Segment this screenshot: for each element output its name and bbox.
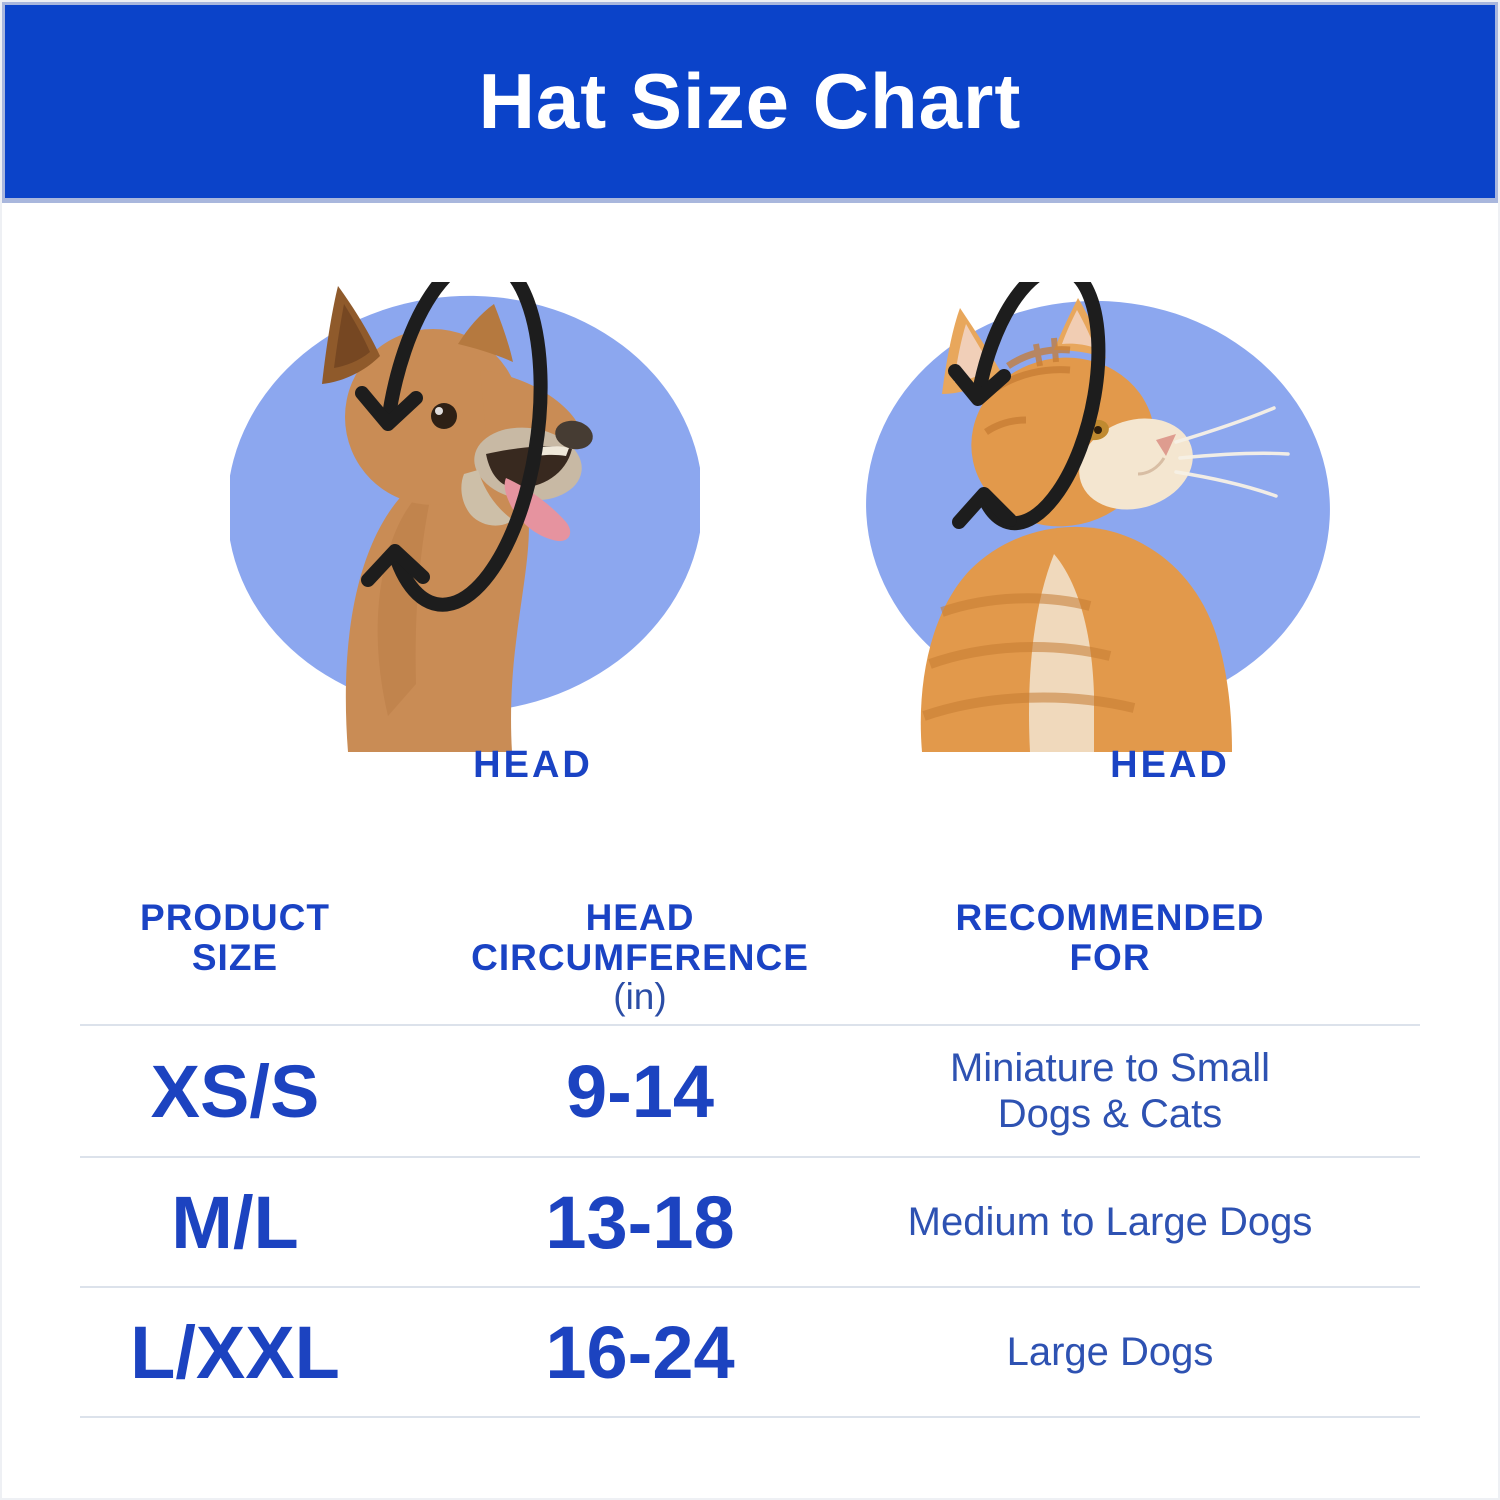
header-unit: (in) — [613, 976, 667, 1018]
cell-recommended-for: Medium to Large Dogs — [890, 1199, 1330, 1245]
cat-head-label: HEAD — [1110, 744, 1230, 786]
header-line: RECOMMENDED — [955, 897, 1265, 938]
measuring-loop-icon — [948, 282, 1106, 531]
size-table: PRODUCT SIZE HEAD CIRCUMFERENCE (in) REC… — [80, 870, 1420, 1418]
cell-product-size: XS/S — [150, 1049, 320, 1133]
measuring-loop-icon — [355, 282, 548, 612]
page-title: Hat Size Chart — [478, 57, 1022, 145]
header-line: CIRCUMFERENCE — [471, 936, 809, 978]
cell-head-circumference: 9-14 — [565, 1049, 715, 1133]
cell-recommended-for: Large Dogs — [890, 1329, 1330, 1375]
recommended-line: Miniature to Small — [949, 1045, 1271, 1090]
header-head-circumference: HEAD CIRCUMFERENCE (in) — [390, 898, 890, 1017]
table-row-l-xxl: L/XXL 16-24 Large Dogs — [80, 1288, 1420, 1418]
table-row-m-l: M/L 13-18 Medium to Large Dogs — [80, 1158, 1420, 1288]
table-header-row: PRODUCT SIZE HEAD CIRCUMFERENCE (in) REC… — [80, 870, 1420, 1026]
recommended-line: Large Dogs — [1006, 1329, 1214, 1374]
table-row-xs-s: XS/S 9-14 Miniature to Small Dogs & Cats — [80, 1026, 1420, 1158]
cell-product-size: L/XXL — [130, 1310, 340, 1394]
header-line: HEAD — [585, 897, 695, 938]
header-recommended-for: RECOMMENDED FOR — [890, 898, 1330, 977]
dog-head-label: HEAD — [473, 744, 593, 786]
header-line: PRODUCT — [140, 897, 330, 938]
cell-head-circumference: 16-24 — [545, 1310, 735, 1394]
cell-head-circumference: 13-18 — [545, 1180, 735, 1264]
dog-measurement-figure — [230, 282, 700, 752]
cell-product-size: M/L — [171, 1180, 299, 1264]
header-line: SIZE — [191, 936, 279, 978]
recommended-line: Medium to Large Dogs — [907, 1199, 1313, 1244]
recommended-line: Dogs & Cats — [997, 1092, 1223, 1136]
title-banner: Hat Size Chart — [0, 0, 1500, 203]
header-product-size: PRODUCT SIZE — [80, 898, 390, 977]
header-line: FOR — [1069, 936, 1151, 978]
cat-measurement-figure — [866, 282, 1330, 752]
cell-recommended-for: Miniature to Small Dogs & Cats — [890, 1045, 1330, 1138]
